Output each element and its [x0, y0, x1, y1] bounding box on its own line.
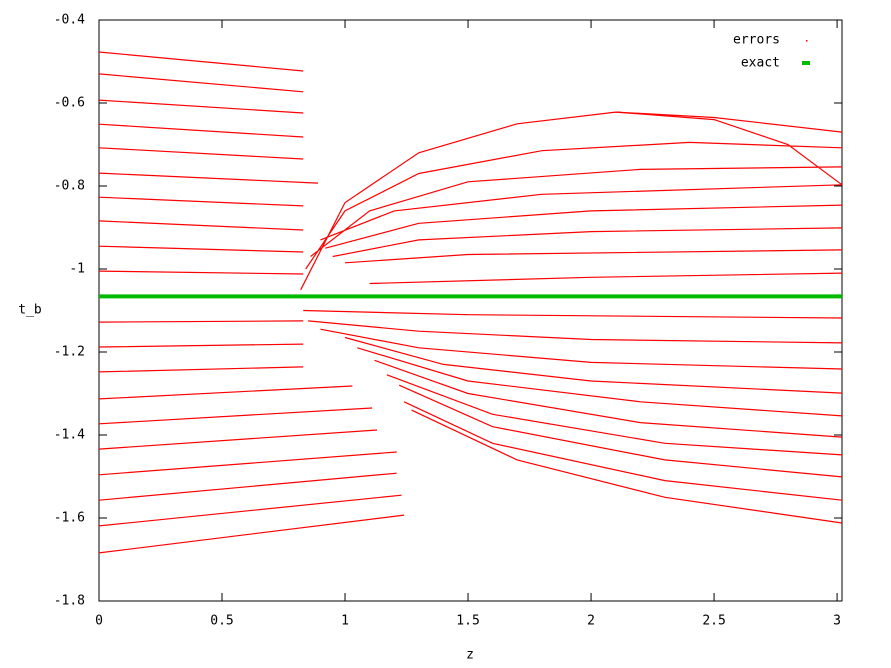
plot-frame: [98, 19, 843, 602]
x-tick-label: 1: [341, 614, 349, 629]
legend-label: errors: [733, 33, 780, 48]
legend-swatch: [806, 40, 808, 42]
x-tick-label: 3: [833, 614, 841, 629]
x-tick-label: 1.5: [456, 614, 479, 629]
y-tick-label: -0.4: [54, 13, 85, 28]
x-axis-label: z: [466, 648, 474, 663]
y-tick-label: -1: [69, 262, 85, 277]
series-line: [98, 51, 843, 554]
y-tick-label: -1.8: [54, 594, 85, 609]
y-tick-label: -0.8: [54, 179, 85, 194]
x-tick-label: 2.5: [702, 614, 725, 629]
y-axis-label: t_b: [18, 303, 42, 318]
y-tick-label: -1.4: [54, 428, 85, 443]
legend-label: exact: [741, 56, 780, 71]
y-tick-label: -1.6: [54, 511, 85, 526]
y-tick-label: -0.6: [54, 96, 85, 111]
x-tick-label: 0: [95, 614, 103, 629]
y-tick-label: -1.2: [54, 345, 85, 360]
x-tick-label: 2: [587, 614, 595, 629]
x-tick-label: 0.5: [210, 614, 233, 629]
